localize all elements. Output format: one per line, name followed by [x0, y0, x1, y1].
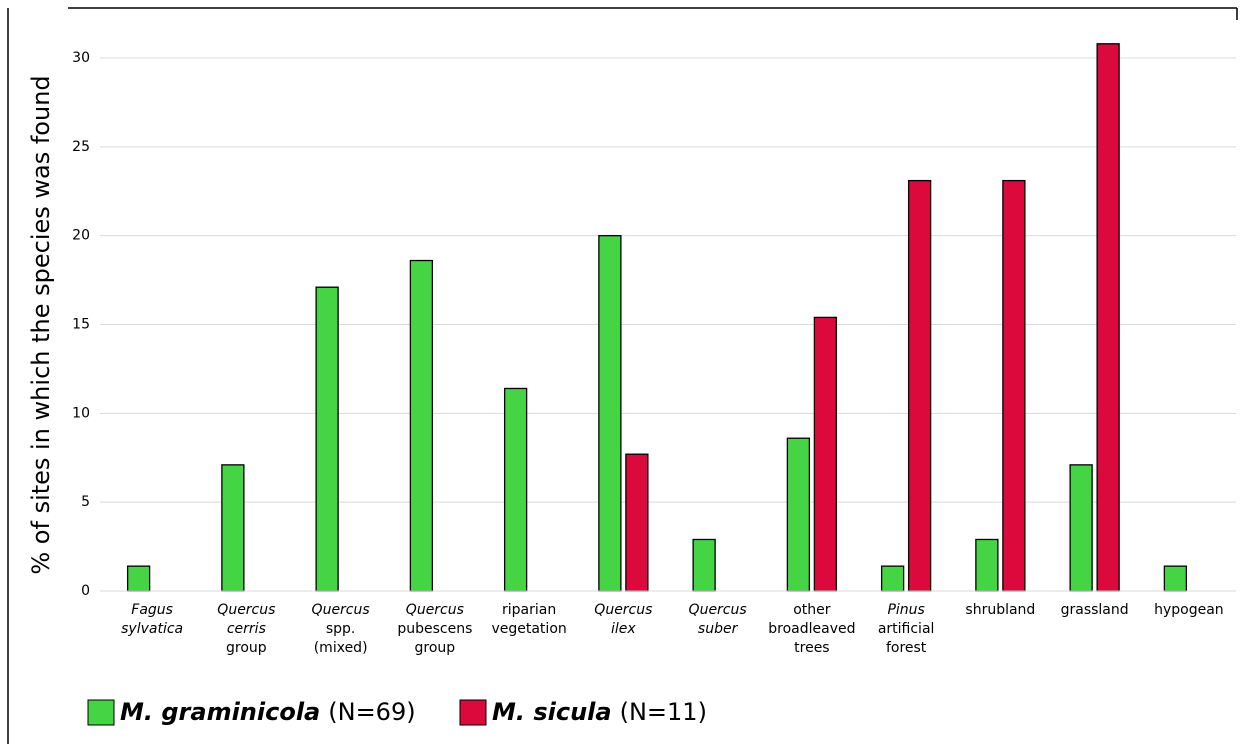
- y-tick-label: 0: [81, 583, 90, 599]
- bar: [409, 259, 434, 592]
- x-tick-label: hypogean: [1154, 602, 1224, 618]
- x-tick-label: shrubland: [965, 602, 1035, 618]
- x-tick-line: (mixed): [314, 640, 368, 656]
- bar: [1096, 43, 1120, 592]
- x-tick-line: hypogean: [1154, 602, 1224, 618]
- x-tick-line: Quercus: [312, 602, 370, 618]
- x-tick-label: riparian vegetation: [491, 602, 566, 637]
- x-tick-line: pubescens: [397, 621, 472, 637]
- x-tick-label: Quercus suber: [689, 602, 747, 637]
- x-tick-line: riparian: [502, 602, 556, 618]
- bar: [907, 179, 932, 592]
- legend-swatch: [87, 699, 115, 726]
- x-tick-line: Quercus: [217, 602, 275, 618]
- x-tick-label: Quercus pubescens group: [397, 602, 472, 656]
- legend-n: (N=69): [328, 698, 415, 726]
- x-tick-line: Quercus: [689, 602, 747, 618]
- y-tick-label: 10: [72, 405, 90, 421]
- x-tick-line: other: [793, 602, 831, 618]
- x-tick-line: Quercus: [406, 602, 464, 618]
- x-tick-line: group: [226, 640, 267, 656]
- bar: [221, 464, 245, 592]
- x-tick-label: Quercus spp. (mixed): [312, 602, 370, 656]
- legend-n: (N=11): [620, 698, 707, 726]
- y-tick-label: 20: [72, 228, 90, 244]
- bar: [813, 316, 838, 592]
- x-tick-line: suber: [698, 621, 739, 637]
- x-tick-line: artificial: [878, 621, 935, 637]
- x-tick-line: Pinus: [887, 602, 924, 618]
- x-tick-line: sylvatica: [121, 621, 183, 637]
- bar: [625, 453, 649, 592]
- legend-swatch: [459, 699, 487, 726]
- bar: [975, 538, 999, 592]
- bar: [598, 235, 622, 592]
- bar: [126, 565, 151, 592]
- x-tick-label: Quercus ilex: [594, 602, 652, 637]
- x-tick-label: other broadleaved trees: [768, 602, 855, 656]
- bar: [692, 538, 716, 592]
- x-tick-line: ilex: [611, 621, 636, 637]
- x-tick-line: forest: [886, 640, 927, 656]
- bar: [503, 387, 528, 592]
- legend-name: M. sicula: [492, 698, 612, 726]
- legend-name: M. graminicola: [120, 698, 320, 726]
- y-tick-label: 5: [81, 494, 90, 510]
- x-tick-line: Quercus: [594, 602, 652, 618]
- x-tick-line: Fagus: [131, 602, 173, 618]
- x-tick-line: spp.: [326, 621, 356, 637]
- x-tick-label: Pinus artificial forest: [878, 602, 935, 656]
- x-tick-label: Fagus sylvatica: [121, 602, 183, 637]
- x-tick-line: cerris: [227, 621, 266, 637]
- x-tick-line: vegetation: [491, 621, 566, 637]
- y-tick-label: 15: [72, 317, 90, 333]
- bar: [880, 565, 905, 592]
- y-axis-title: % of sites in which the species was foun…: [27, 75, 55, 574]
- x-tick-line: trees: [794, 640, 829, 656]
- legend-label: M. graminicola (N=69): [120, 698, 416, 726]
- y-tick-label: 30: [72, 50, 90, 66]
- legend-label: M. sicula (N=11): [492, 698, 707, 726]
- bar: [1002, 179, 1026, 592]
- bar: [1163, 565, 1188, 592]
- bar: [1069, 464, 1093, 592]
- x-tick-line: shrubland: [965, 602, 1035, 618]
- bar: [315, 286, 339, 592]
- x-tick-line: grassland: [1061, 602, 1129, 618]
- x-tick-label: Quercus cerris group: [217, 602, 275, 656]
- y-tick-label: 25: [72, 139, 90, 155]
- x-tick-line: broadleaved: [768, 621, 855, 637]
- x-tick-label: grassland: [1061, 602, 1129, 618]
- x-tick-line: group: [415, 640, 456, 656]
- bar: [786, 437, 811, 592]
